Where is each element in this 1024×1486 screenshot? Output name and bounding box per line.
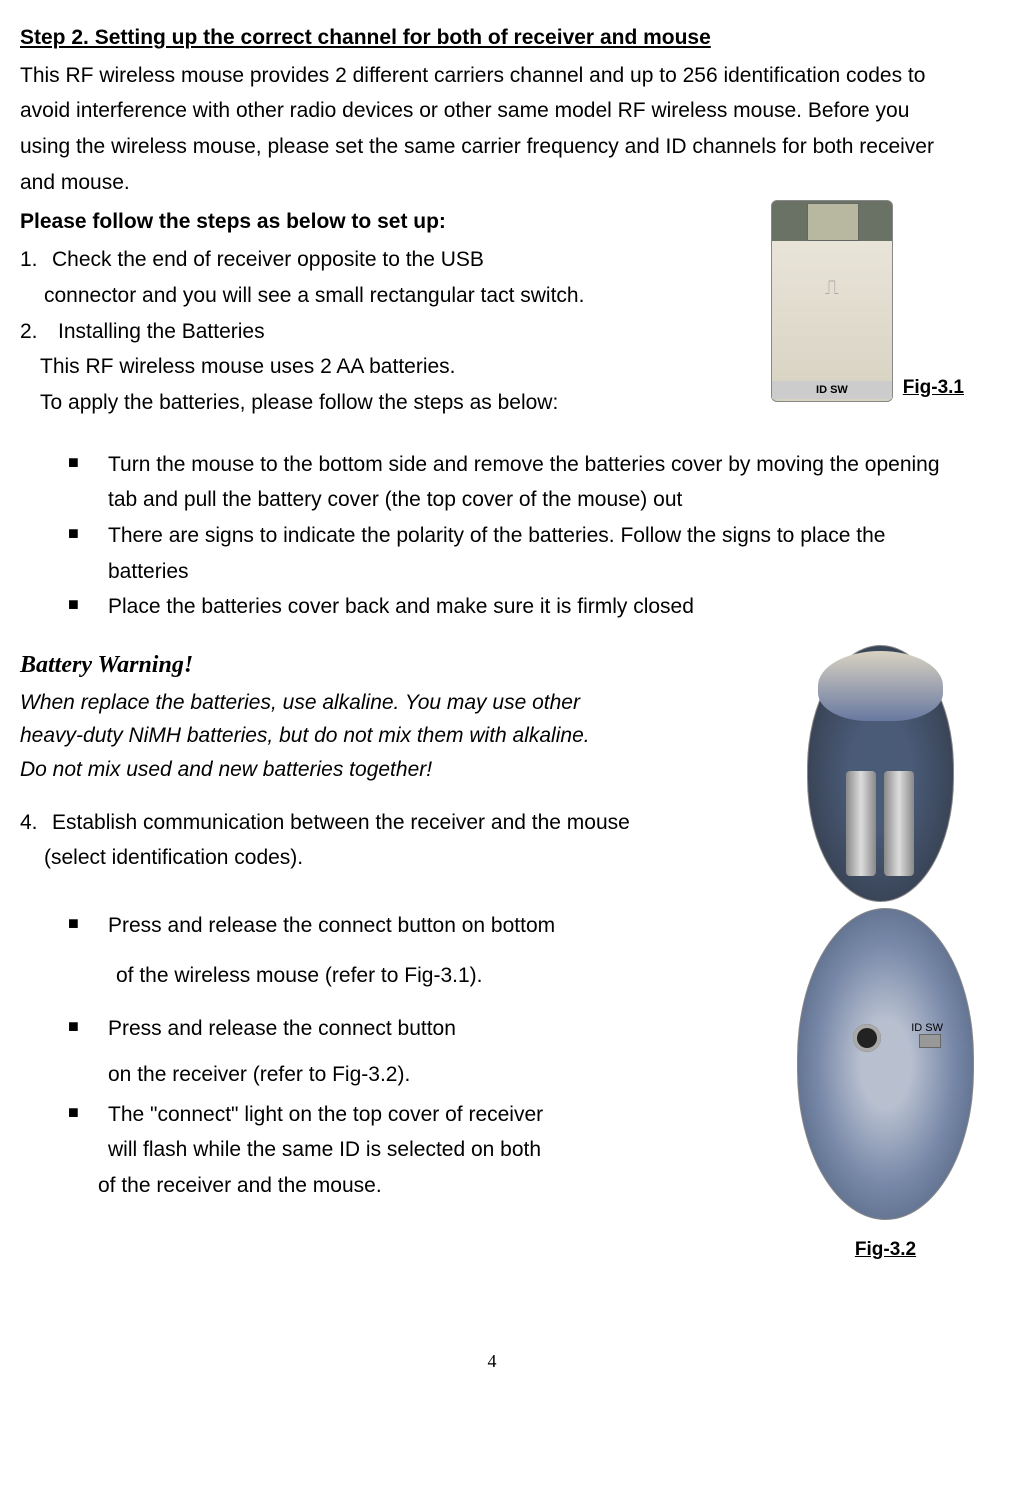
bullet-a1: Turn the mouse to the bottom side and re… (108, 447, 964, 518)
bullet-b3-line-1: The "connect" light on the top cover of … (108, 1097, 787, 1133)
bullet-marker: ■ (68, 447, 108, 518)
page-number: 4 (20, 1346, 964, 1377)
step-4-line-1: Establish communication between the rece… (52, 805, 797, 841)
step-2-number: 2. (20, 314, 52, 350)
bullet-b1-line-2: of the wireless mouse (refer to Fig-3.1)… (108, 958, 787, 994)
receiver-image: ⎍ ID SW (771, 200, 893, 402)
step-2-line-1: Installing the Batteries (52, 314, 761, 350)
step-4-number: 4. (20, 805, 52, 841)
bullet-marker: ■ (68, 589, 108, 625)
fig-3-1-label: Fig-3.1 (903, 372, 964, 404)
bullet-marker: ■ (68, 1011, 108, 1092)
bullet-b3-line-2: will flash while the same ID is selected… (108, 1132, 787, 1168)
bullet-b2-line-2: on the receiver (refer to Fig-3.2). (108, 1057, 787, 1093)
figure-3-1: ⎍ ID SW Fig-3.1 (771, 200, 964, 414)
step-1-line-1: Check the end of receiver opposite to th… (52, 242, 761, 278)
bullet-b1-line-1: Press and release the connect button on … (108, 908, 787, 944)
bullet-b3-line-3: of the receiver and the mouse. (98, 1168, 787, 1204)
section-title: Step 2. Setting up the correct channel f… (20, 20, 964, 56)
mouse-bottom-image: ID SW (797, 908, 974, 1220)
step-1-number: 1. (20, 242, 52, 278)
bullet-a2: There are signs to indicate the polarity… (108, 518, 964, 589)
figure-mouse-open (807, 645, 954, 902)
bullet-b2-line-1: Press and release the connect button (108, 1011, 787, 1047)
intro-paragraph: This RF wireless mouse provides 2 differ… (20, 58, 964, 201)
bullet-marker: ■ (68, 518, 108, 589)
mouse-open-image (807, 645, 954, 902)
bullet-a3: Place the batteries cover back and make … (108, 589, 964, 625)
bullet-marker: ■ (68, 908, 108, 993)
fig-3-2-label: Fig-3.2 (797, 1234, 974, 1266)
figure-3-2: ID SW Fig-3.2 (797, 908, 974, 1266)
receiver-idsw-label: ID SW (772, 381, 892, 400)
